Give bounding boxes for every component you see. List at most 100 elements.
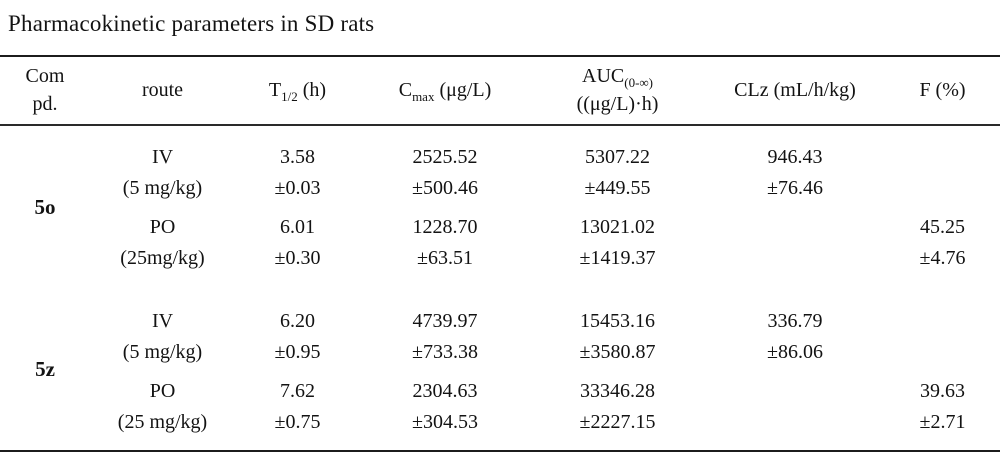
t12-symbol: T [268, 79, 282, 101]
row-5z-po: PO (25 mg/kg) 7.62 ±0.75 2304.63 ±304.53… [0, 368, 1000, 451]
cell-t12: 3.58 ±0.03 [235, 125, 360, 204]
header-compound-line1: Com [25, 65, 65, 87]
header-compound-line2: pd. [32, 93, 58, 115]
clz-sd [705, 243, 885, 274]
cell-auc: 13021.02 ±1419.37 [530, 204, 705, 289]
pharmacokinetic-table: Com pd. route T1/2 (h) Cmax (μg/L) AUC(0… [0, 55, 1000, 452]
cell-f: 39.63 ±2.71 [885, 368, 1000, 451]
f-sd: ±2.71 [919, 411, 966, 433]
cell-f: 45.25 ±4.76 [885, 204, 1000, 289]
row-5z-iv: 5z IV (5 mg/kg) 6.20 ±0.95 4739.97 ±733.… [0, 289, 1000, 381]
clz-mean: 336.79 [767, 310, 823, 332]
dose-value: (25mg/kg) [120, 247, 205, 269]
dose-value: (5 mg/kg) [122, 341, 203, 363]
t12-mean: 3.58 [280, 146, 315, 168]
row-5o-iv: 5o IV (5 mg/kg) 3.58 ±0.03 2525.52 ±500.… [0, 125, 1000, 219]
cmax-unit: (μg/L) [434, 79, 492, 101]
cmax-sd: ±304.53 [412, 411, 478, 433]
dose-value: (25 mg/kg) [117, 411, 208, 433]
header-auc-line2: ((μg/L)·h) [576, 93, 659, 115]
auc-sd: ±2227.15 [579, 411, 656, 433]
cmax-sd: ±63.51 [417, 247, 473, 269]
cell-route: IV (5 mg/kg) [90, 289, 235, 368]
clz-mean: 946.43 [767, 146, 823, 168]
auc-sd: ±3580.87 [579, 341, 656, 363]
clz-sd: ±86.06 [767, 341, 823, 363]
t12-sd: ±0.30 [274, 247, 321, 269]
cell-auc: 33346.28 ±2227.15 [530, 368, 705, 451]
t12-sd: ±0.95 [274, 341, 321, 363]
header-auc-line1: AUC(0-∞) [530, 62, 705, 90]
cell-route: IV (5 mg/kg) [90, 125, 235, 204]
f-sd [885, 337, 1000, 368]
cmax-symbol: C [398, 79, 413, 101]
t12-mean: 6.01 [280, 216, 315, 238]
f-sd [885, 173, 1000, 204]
header-auc: AUC(0-∞) ((μg/L)·h) [530, 56, 705, 126]
cell-clz [705, 204, 885, 289]
cell-auc: 15453.16 ±3580.87 [530, 289, 705, 368]
f-mean: 45.25 [920, 216, 965, 238]
cmax-sd: ±733.38 [412, 341, 478, 363]
t12-mean: 6.20 [280, 310, 315, 332]
cmax-subscript: max [412, 89, 435, 104]
compound-label-5o: 5o [34, 195, 56, 219]
cell-clz: 946.43 ±76.46 [705, 125, 885, 204]
page-title: Pharmacokinetic parameters in SD rats [8, 11, 375, 36]
clz-mean [705, 212, 885, 243]
cell-cmax: 2525.52 ±500.46 [360, 125, 530, 204]
dose-value: (5 mg/kg) [122, 177, 203, 199]
header-cmax: Cmax (μg/L) [360, 56, 530, 126]
auc-mean: 33346.28 [580, 380, 655, 402]
header-compound: Com pd. [0, 56, 90, 126]
t12-sd: ±0.03 [274, 177, 321, 199]
cell-cmax: 4739.97 ±733.38 [360, 289, 530, 368]
auc-sd: ±449.55 [584, 177, 651, 199]
auc-sd: ±1419.37 [579, 247, 656, 269]
cell-route: PO (25 mg/kg) [90, 368, 235, 451]
route-value: IV [151, 310, 174, 332]
cmax-mean: 2525.52 [412, 146, 478, 168]
auc-subscript: (0-∞) [624, 75, 653, 90]
cell-clz [705, 368, 885, 451]
f-mean: 39.63 [920, 380, 965, 402]
auc-mean: 15453.16 [580, 310, 655, 332]
row-5o-po: PO (25mg/kg) 6.01 ±0.30 1228.70 ±63.51 1… [0, 204, 1000, 289]
header-route: route [90, 56, 235, 126]
auc-mean: 5307.22 [585, 146, 650, 168]
cell-f [885, 289, 1000, 368]
cmax-sd: ±500.46 [412, 177, 478, 199]
header-f: F (%) [885, 56, 1000, 126]
route-value: PO [149, 380, 176, 402]
cell-clz: 336.79 ±86.06 [705, 289, 885, 368]
t12-mean: 7.62 [280, 380, 315, 402]
cell-cmax: 1228.70 ±63.51 [360, 204, 530, 289]
cell-auc: 5307.22 ±449.55 [530, 125, 705, 204]
clz-sd: ±76.46 [767, 177, 823, 199]
f-mean [885, 142, 1000, 173]
cell-f [885, 125, 1000, 204]
cmax-mean: 1228.70 [412, 216, 478, 238]
compound-label-5z: 5z [35, 357, 55, 381]
route-value: IV [151, 146, 174, 168]
cmax-mean: 2304.63 [412, 380, 478, 402]
f-mean [885, 306, 1000, 337]
auc-mean: 13021.02 [580, 216, 655, 238]
t12-unit: (h) [297, 79, 327, 101]
cell-t12: 6.01 ±0.30 [235, 204, 360, 289]
cell-t12: 6.20 ±0.95 [235, 289, 360, 368]
auc-symbol: AUC [582, 65, 625, 87]
clz-mean [705, 376, 885, 407]
header-t12: T1/2 (h) [235, 56, 360, 126]
f-sd: ±4.76 [919, 247, 966, 269]
t12-subscript: 1/2 [281, 89, 298, 104]
cell-route: PO (25mg/kg) [90, 204, 235, 289]
clz-sd [705, 407, 885, 438]
cell-cmax: 2304.63 ±304.53 [360, 368, 530, 451]
header-clz: CLz (mL/h/kg) [705, 56, 885, 126]
header-row: Com pd. route T1/2 (h) Cmax (μg/L) AUC(0… [0, 56, 1000, 126]
route-value: PO [149, 216, 176, 238]
cmax-mean: 4739.97 [412, 310, 478, 332]
cell-t12: 7.62 ±0.75 [235, 368, 360, 451]
t12-sd: ±0.75 [274, 411, 321, 433]
